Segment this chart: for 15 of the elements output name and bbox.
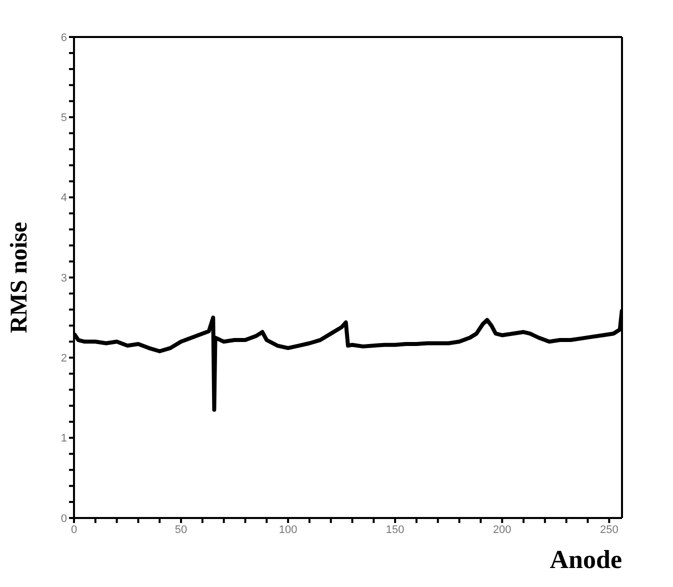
- x-tick-label: 50: [174, 524, 188, 536]
- x-tick-label: 150: [386, 524, 404, 536]
- y-tick-label: 1: [60, 432, 67, 445]
- y-tick-label: 0: [60, 512, 67, 525]
- y-tick-label: 3: [60, 272, 67, 284]
- x-axis-title: Anode: [550, 545, 622, 574]
- x-tick-label: 100: [278, 524, 298, 536]
- x-tick-label: 250: [600, 524, 618, 536]
- y-tick-label: 6: [60, 32, 67, 44]
- x-tick-label: 0: [70, 524, 78, 536]
- y-tick-label: 4: [60, 192, 67, 204]
- x-tick-label: 200: [492, 524, 512, 536]
- y-axis-title: RMS noise: [6, 221, 33, 334]
- y-tick-label: 2: [60, 352, 67, 365]
- y-tick-label: 5: [60, 112, 67, 124]
